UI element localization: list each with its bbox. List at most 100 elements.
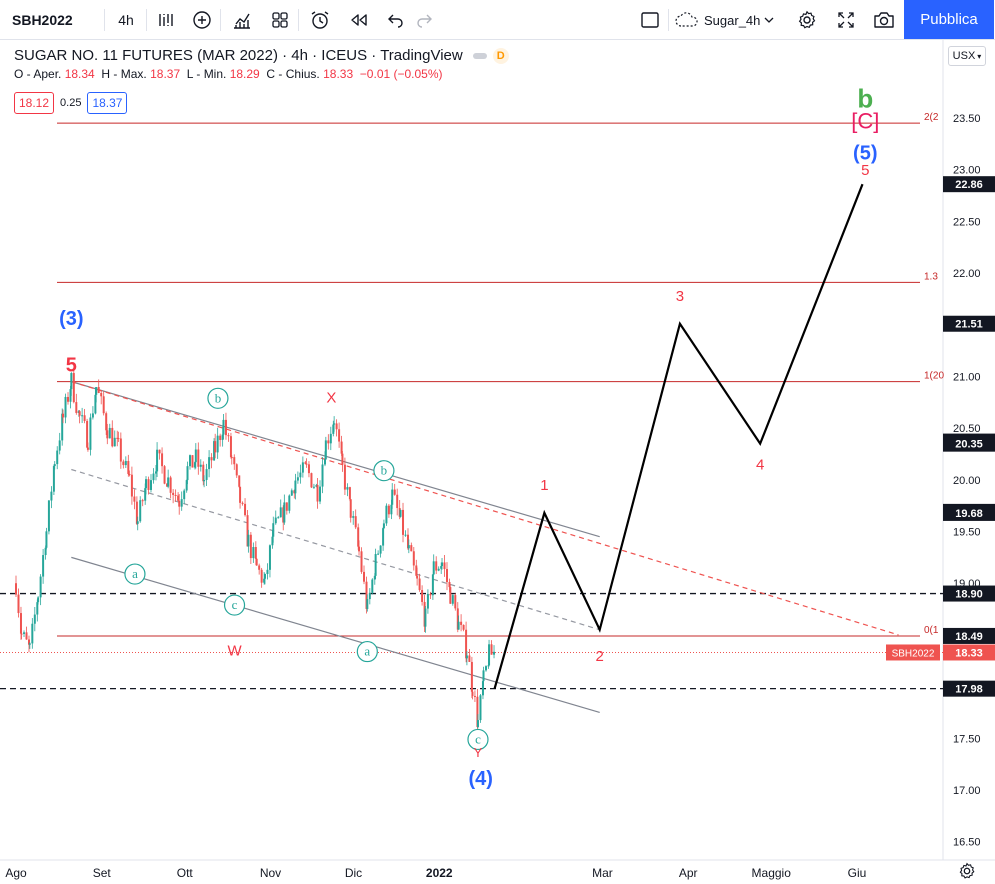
redo-icon[interactable] [410, 0, 438, 40]
sell-price-button[interactable]: 18.12 [14, 92, 55, 114]
publish-button[interactable]: Pubblica [904, 0, 994, 39]
candle-body [329, 433, 332, 444]
price-axis-tag-label: 21.51 [955, 319, 983, 331]
wave-label: b [215, 390, 222, 405]
chart-type-icon[interactable] [228, 0, 256, 40]
candle-body [178, 500, 181, 507]
candle-body [83, 415, 86, 421]
candle-body [128, 473, 131, 475]
add-icon[interactable] [188, 0, 216, 40]
candle-body [391, 489, 394, 505]
candle-body [260, 569, 263, 583]
wave-label: c [475, 731, 481, 746]
market-status-icon [472, 52, 487, 59]
y-tick-label: 22.00 [953, 268, 981, 280]
candle-body [222, 419, 225, 435]
candle-body [185, 480, 188, 491]
candle-body [407, 545, 410, 549]
candle-body [487, 665, 490, 667]
y-tick-label: 19.50 [953, 527, 981, 539]
candle-body [312, 486, 315, 488]
wave-label: c [232, 597, 238, 612]
candle-body [78, 411, 81, 416]
candle-body [476, 696, 479, 727]
candle-body [338, 429, 341, 442]
undo-icon[interactable] [382, 0, 410, 40]
candle-body [421, 589, 424, 602]
candle-body [468, 655, 471, 662]
candle-body [64, 396, 67, 418]
toolbar-divider [298, 9, 299, 31]
price-axis-tag [943, 315, 995, 332]
candle-body [224, 419, 227, 436]
candle-body [45, 531, 48, 548]
candle-body [50, 491, 53, 501]
candle-body [52, 466, 55, 492]
candle-body [319, 486, 322, 502]
chart-legend: SUGAR NO. 11 FUTURES (MAR 2022) · 4h · I… [14, 47, 509, 114]
candle-body [429, 593, 432, 596]
candle-body [470, 661, 473, 692]
candle-body [239, 486, 242, 503]
fullscreen-icon[interactable] [832, 0, 860, 40]
wave-label: 3 [676, 288, 684, 305]
replay-icon[interactable] [345, 0, 373, 40]
wave-label: b [857, 84, 873, 114]
price-axis-tag-label: 20.35 [955, 439, 983, 451]
candle-body [191, 455, 194, 468]
candle-body [97, 387, 100, 393]
candle-body [161, 453, 164, 467]
settings-icon[interactable] [793, 0, 821, 40]
y-tick-label: 16.50 [953, 837, 981, 849]
candle-body [174, 494, 177, 496]
candle-body [358, 546, 361, 552]
candle-body [465, 655, 468, 659]
currency-select[interactable]: USX ▾ [948, 46, 986, 66]
candle-body [412, 551, 415, 566]
ohlc-values: O - Aper. 18.34 H - Max. 18.37 L - Min. … [14, 67, 443, 81]
templates-icon[interactable] [266, 0, 294, 40]
candle-body [310, 473, 313, 488]
candle-body [293, 490, 296, 494]
candle-body [279, 507, 282, 518]
candle-body [445, 569, 448, 583]
candle-body [473, 695, 476, 697]
candle-body [255, 558, 258, 566]
candle-body [299, 472, 302, 478]
candle-body [437, 568, 440, 571]
chart-settings-icon[interactable] [958, 862, 976, 884]
price-axis-tag-label: 17.98 [955, 684, 983, 696]
candle-body [62, 413, 65, 418]
candle-body [53, 464, 56, 467]
legend-title: SUGAR NO. 11 FUTURES (MAR 2022) · 4h · I… [14, 47, 463, 64]
x-tick-label: 2022 [426, 866, 453, 880]
layout-name-button[interactable]: Sugar_4h [674, 0, 786, 40]
x-tick-label: Ago [5, 866, 27, 880]
channel-trendline [71, 381, 600, 538]
symbol-search-button[interactable]: SBH2022 [12, 12, 73, 28]
price-axis-tag [943, 680, 995, 697]
candle-body [476, 720, 479, 727]
layout-icon[interactable] [636, 0, 664, 40]
candle-body [332, 424, 335, 434]
camera-icon[interactable] [870, 0, 898, 40]
interval-button[interactable]: 4h [118, 12, 134, 28]
candle-body [324, 459, 327, 465]
candle-body [69, 389, 72, 402]
candle-body [241, 502, 244, 504]
candle-body [106, 430, 109, 439]
x-tick-label: Giu [848, 866, 867, 880]
y-tick-label: 20.50 [953, 423, 981, 435]
candle-body [89, 417, 92, 450]
candle-body [333, 423, 336, 425]
elliott-projection-path [493, 183, 864, 689]
indicators-icon[interactable] [152, 0, 180, 40]
symbol-price-tag [886, 644, 940, 661]
price-axis-tag-label: 18.49 [955, 631, 983, 643]
toolbar-divider [668, 9, 669, 31]
buy-price-button[interactable]: 18.37 [87, 92, 128, 114]
alert-icon[interactable] [306, 0, 334, 40]
chevron-down-icon [764, 16, 774, 24]
candle-body [199, 464, 202, 467]
